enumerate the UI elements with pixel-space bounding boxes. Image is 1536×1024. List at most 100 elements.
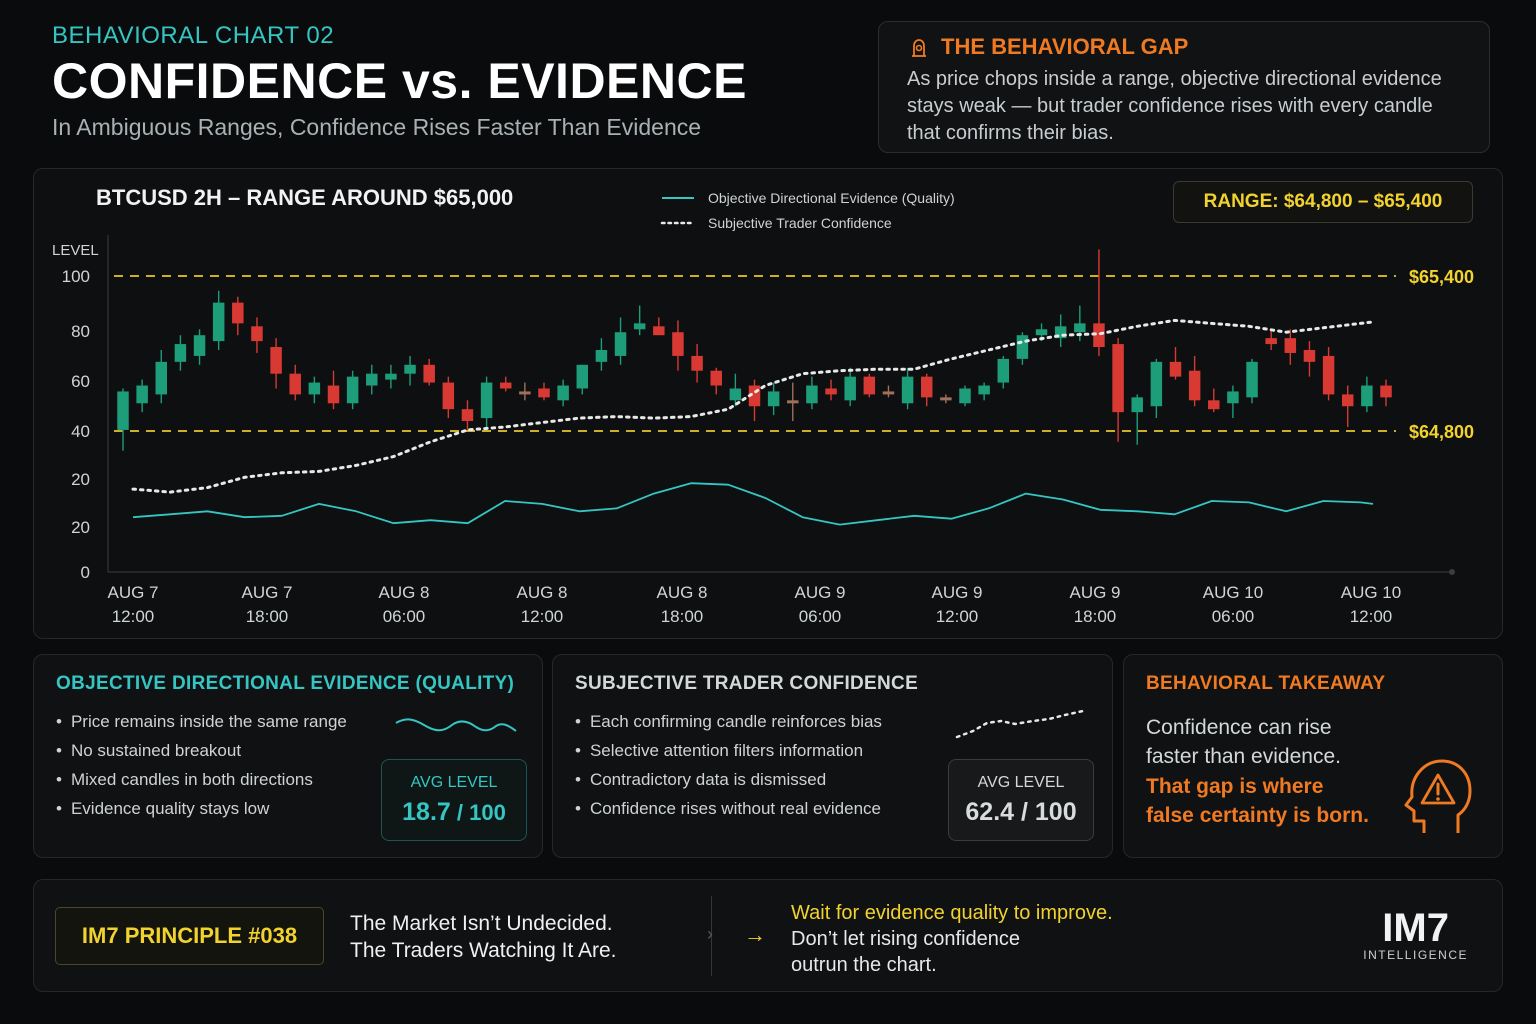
confidence-card: SUBJECTIVE TRADER CONFIDENCE Each confir… [552, 654, 1113, 858]
candle-body [920, 376, 933, 398]
principle-divider [711, 896, 712, 976]
page-subtitle: In Ambiguous Ranges, Confidence Rises Fa… [52, 114, 702, 140]
x-tick-time: 12:00 [112, 607, 155, 626]
evidence-bullets: Price remains inside the same range No s… [56, 707, 347, 823]
candle-body [1380, 385, 1392, 398]
list-item: Confidence rises without real evidence [575, 794, 882, 823]
brand-logo: IM7 INTELLIGENCE [1363, 908, 1468, 962]
candle-body [251, 326, 263, 342]
candle-body [863, 376, 876, 395]
x-tick-date: AUG 8 [378, 583, 429, 602]
candle-body [1322, 355, 1335, 395]
quote-line: The Traders Watching It Are. [350, 939, 617, 962]
takeaway-line: Confidence can rise [1146, 716, 1332, 739]
action-line: outrun the chart. [791, 954, 937, 976]
candle-body [519, 391, 531, 395]
takeaway-text: Confidence can rise faster than evidence… [1146, 713, 1341, 771]
y-tick-label: 0 [81, 563, 90, 582]
x-tick-date: AUG 9 [931, 583, 982, 602]
candle-body [1246, 361, 1258, 398]
candle-body [385, 373, 397, 380]
candle-body [366, 373, 378, 386]
chart-title: BTCUSD 2H – RANGE AROUND $65,000 [96, 185, 514, 210]
confidence-series-line [131, 318, 1375, 494]
evidence-avg-box: AVG LEVEL 18.7 / 100 [381, 759, 527, 841]
candle-body [346, 376, 359, 404]
principle-action: Wait for evidence quality to improve. Do… [791, 900, 1113, 978]
candle-body [442, 382, 455, 410]
action-line: Don’t let rising confidence [791, 928, 1021, 950]
candle-body [1169, 361, 1182, 377]
x-tick-time: 18:00 [1074, 607, 1117, 626]
x-tick-date: AUG 9 [794, 583, 845, 602]
brand-main: IM7 [1382, 906, 1449, 950]
gap-description: As price chops inside a range, objective… [907, 68, 1442, 144]
x-axis-end-dot [1449, 569, 1455, 575]
candle-body [136, 385, 148, 404]
legend-item-evidence: Objective Directional Evidence (Quality) [660, 185, 955, 210]
takeaway-line: faster than evidence. [1146, 745, 1341, 768]
candle-body [1284, 338, 1297, 353]
candle-body [1074, 323, 1086, 333]
candle-body [480, 382, 493, 419]
y-axis-label: LEVEL [52, 242, 99, 259]
range-badge: RANGE: $64,800 – $65,400 [1173, 181, 1473, 223]
x-tick-time: 18:00 [661, 607, 704, 626]
candle-body [672, 332, 684, 356]
candle-body [997, 358, 1010, 383]
candle-body [614, 332, 627, 356]
chart-panel: BTCUSD 2H – RANGE AROUND $65,000 Objecti… [33, 168, 1503, 639]
candle-body [499, 382, 512, 389]
takeaway-card: BEHAVIORAL TAKEAWAY Confidence can rise … [1123, 654, 1503, 858]
evidence-series-line [132, 482, 1374, 526]
principle-bar: IM7 PRINCIPLE #038 The Market Isn’t Unde… [33, 879, 1503, 992]
confidence-avg-value: 62.4 / 100 [965, 797, 1077, 826]
candle-body [423, 364, 435, 383]
gap-title: THE BEHAVIORAL GAP [941, 34, 1189, 59]
candle-body [1054, 326, 1067, 339]
candle-body [901, 376, 914, 404]
list-item: Mixed candles in both directions [56, 765, 347, 794]
candle-body [825, 388, 837, 395]
legend-swatch-dotted [660, 221, 696, 224]
action-line: Wait for evidence quality to improve. [791, 902, 1113, 924]
price-confidence-chart: LEVEL 100 80 60 40 20 20 0 AUG 7 12:00 AUG 7 18:00 A… [52, 235, 1474, 626]
list-item: Price remains inside the same range [56, 707, 347, 736]
principle-badge: IM7 PRINCIPLE #038 [55, 907, 324, 965]
evidence-avg-suffix: / 100 [450, 799, 506, 825]
list-item: Contradictory data is dismissed [575, 765, 882, 794]
candle-body [1035, 329, 1048, 336]
chevron-right-icon: › [707, 924, 713, 944]
arrow-right-icon: → [744, 922, 766, 947]
candle-body [633, 323, 646, 330]
y-tick-label: 100 [62, 267, 90, 286]
candle-body [1361, 385, 1373, 407]
candle-body [404, 364, 416, 374]
x-tick-date: AUG 9 [1069, 583, 1120, 602]
quote-line: The Market Isn’t Undecided. [350, 912, 613, 935]
takeaway-title: BEHAVIORAL TAKEAWAY [1146, 673, 1386, 694]
list-item: Selective attention filters information [575, 736, 882, 765]
x-tick-time: 06:00 [383, 607, 426, 626]
candle-body [940, 397, 952, 401]
confidence-avg-box: AVG LEVEL 62.4 / 100 [948, 759, 1094, 841]
behavioral-gap-box: THE BEHAVIORAL GAP As price chops inside… [878, 21, 1490, 153]
lightbulb-icon [912, 39, 926, 57]
principle-quote: The Market Isn’t Undecided. The Traders … [350, 910, 617, 964]
range-line-label: $65,400 [1409, 267, 1474, 287]
confidence-avg-label: AVG LEVEL [977, 773, 1065, 791]
takeaway-accent: That gap is where false certainty is bor… [1146, 772, 1369, 830]
candle-body [806, 385, 818, 404]
chart-legend: Objective Directional Evidence (Quality)… [660, 185, 955, 235]
candle-body [1188, 370, 1201, 401]
x-tick-time: 12:00 [521, 607, 564, 626]
evidence-avg-number: 18.7 [402, 797, 451, 826]
legend-label-confidence: Subjective Trader Confidence [708, 214, 892, 231]
candle-body [308, 382, 321, 395]
candle-body [959, 388, 971, 404]
candle-body [653, 326, 665, 336]
x-tick-time: 12:00 [1350, 607, 1393, 626]
y-tick-label: 20 [71, 518, 90, 537]
x-tick-date: AUG 8 [656, 583, 707, 602]
x-tick-time: 06:00 [799, 607, 842, 626]
